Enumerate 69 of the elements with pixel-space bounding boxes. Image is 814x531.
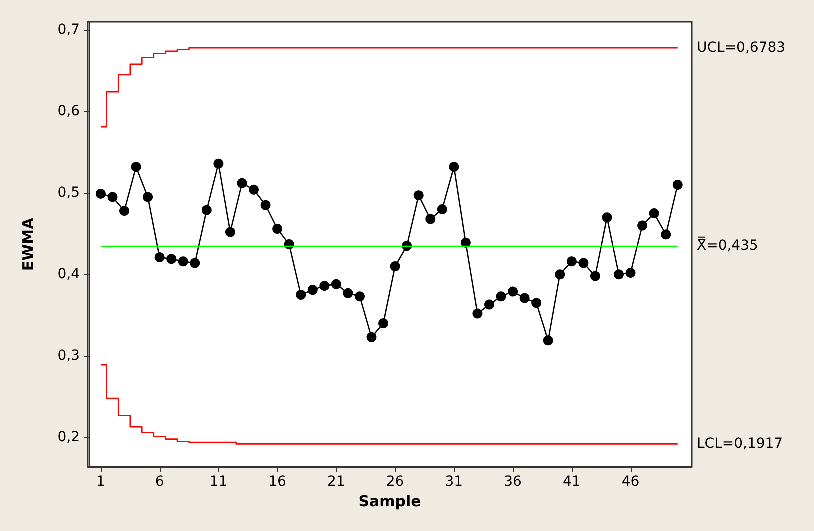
point	[378, 318, 389, 329]
y-tick-label: 0,6	[58, 104, 80, 120]
point	[296, 290, 306, 300]
point	[108, 192, 118, 202]
point	[590, 271, 600, 282]
ref-line-label: X̿=0,435	[697, 236, 758, 254]
point	[496, 292, 506, 302]
point	[249, 184, 260, 195]
x-tick-label: 36	[504, 474, 522, 490]
point	[154, 252, 165, 263]
y-tick-label: 0,5	[58, 185, 80, 202]
x-tick-label: 16	[268, 474, 287, 490]
point	[626, 268, 636, 278]
x-tick-label: 41	[562, 474, 581, 490]
x-tick-label: 46	[622, 474, 640, 490]
point	[578, 258, 589, 268]
point	[343, 288, 354, 298]
series-label: LCL=0,1917	[697, 436, 784, 452]
point	[260, 200, 271, 210]
point	[143, 192, 154, 202]
point	[472, 308, 483, 319]
point	[331, 279, 342, 290]
point	[131, 162, 142, 172]
y-tick-label: 0,4	[58, 266, 80, 283]
point	[390, 262, 400, 272]
point	[614, 270, 624, 280]
point	[414, 190, 424, 201]
point	[354, 292, 365, 302]
point	[661, 230, 672, 240]
point	[484, 300, 494, 310]
y-tick-label: 0,3	[58, 348, 80, 364]
point	[120, 206, 130, 216]
point	[190, 258, 200, 268]
point	[672, 180, 683, 190]
y-tick-label: 0,7	[58, 22, 80, 38]
point	[508, 286, 518, 297]
point	[202, 205, 212, 216]
x-tick-label: 1	[96, 474, 106, 490]
point	[449, 162, 460, 172]
point	[214, 158, 224, 169]
point	[555, 270, 566, 280]
point	[178, 256, 188, 267]
x-tick-label: 11	[210, 474, 228, 490]
point	[649, 208, 660, 219]
point	[602, 212, 612, 223]
y-tick-label: 0,2	[58, 430, 80, 446]
point	[272, 224, 283, 234]
point	[566, 256, 577, 267]
series-label: UCL=0,6783	[697, 40, 786, 56]
point	[96, 188, 106, 199]
point	[543, 336, 554, 346]
y-axis-title: EWMA	[20, 217, 38, 272]
point	[308, 285, 318, 296]
x-tick-label: 6	[155, 474, 164, 490]
point	[320, 281, 330, 292]
point	[225, 227, 236, 238]
point	[426, 214, 436, 224]
point	[366, 332, 377, 342]
point	[520, 293, 530, 304]
x-tick-label: 21	[328, 474, 346, 490]
x-axis-title: Sample	[358, 492, 422, 510]
point	[460, 238, 471, 248]
point	[166, 254, 177, 264]
point	[237, 178, 248, 188]
point	[437, 204, 448, 214]
point	[532, 298, 542, 308]
point	[638, 220, 648, 231]
x-tick-label: 26	[386, 474, 404, 490]
x-tick-label: 31	[445, 474, 464, 490]
